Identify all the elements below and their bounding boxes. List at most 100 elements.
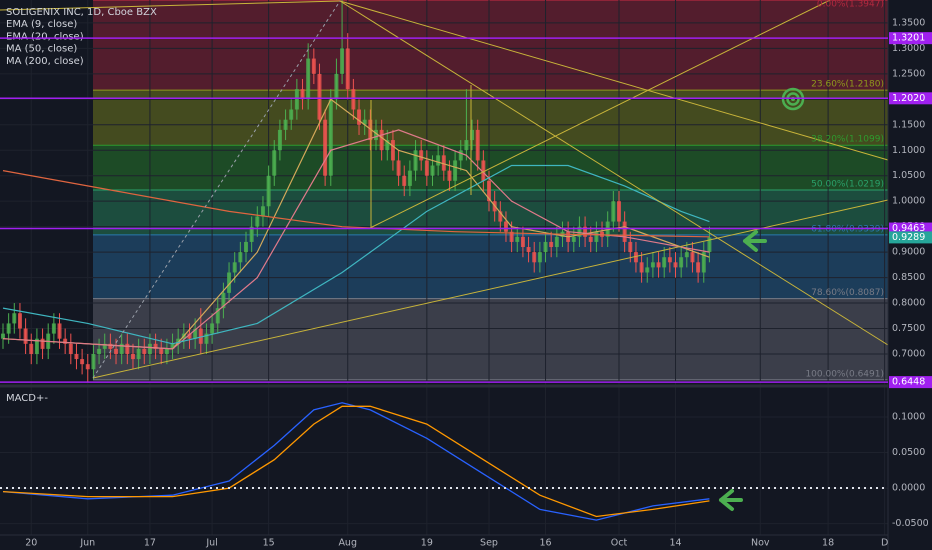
candle-body [447,170,452,181]
price-label: 0.9463 [892,223,925,234]
moving-average [2,164,710,345]
candle-body [351,89,356,110]
candle-body [475,129,480,161]
x-tick-label: 15 [263,538,275,549]
macd-line [2,405,710,518]
candle-body [97,348,102,354]
candle-body [368,119,373,141]
price-label-box [889,92,932,105]
moving-average [2,170,710,238]
candle-body [334,73,339,100]
candle-body [51,323,56,334]
candle-body [515,236,520,242]
y-tick-label: 1.3500 [892,17,925,28]
candle-body [17,313,22,329]
candle-body [6,323,11,334]
trend-line [0,0,341,11]
x-tick-label: Jul [205,538,217,549]
fib-label: 78.60%(0.8087) [811,288,884,298]
candle-body [701,252,706,273]
candle-body [662,257,667,268]
candle-body [345,48,350,90]
candle-body [498,211,503,222]
candle-body [63,338,68,344]
price-label: 1.3201 [892,33,925,44]
macd-title: MACD+- [6,393,48,404]
candle-body [114,348,119,354]
candle-body [481,160,486,181]
price-label-box [889,376,932,389]
y-tick-label: 1.2500 [892,68,925,79]
candle-body [571,236,576,242]
candle-body [255,216,260,227]
candle-body [577,226,582,237]
fib-band [93,298,888,380]
x-tick-label: 17 [144,538,156,549]
candle-body [266,175,271,207]
arrow [743,230,767,252]
candle-body [673,262,678,268]
candle-body [453,160,458,181]
candle-body [679,257,684,268]
candle-body [142,348,147,354]
candle-body [244,241,248,253]
candle-body [23,328,28,344]
candle-body [170,343,175,349]
chart-title: SOLIGENIX INC, 1D, Cboe BZX [6,7,157,18]
x-tick-label: 20 [25,538,37,549]
fib-label: 0.00%(1.3947) [817,0,884,10]
fib-label: 50.00%(1.0219) [811,180,884,190]
candle-body [210,323,215,334]
x-tick-label: Sep [480,538,498,549]
candle-body [159,348,164,354]
candle-body [379,129,384,151]
candle-body [272,150,277,176]
candle-body [260,206,265,217]
x-tick-label: 18 [822,538,834,549]
candle-body [684,252,689,258]
y-tick-label: 0.7000 [892,348,925,359]
fib-label: 23.60%(1.2180) [811,80,884,90]
y-tick-label: 0.7500 [892,323,925,334]
y-tick-label: 0.9000 [892,247,925,258]
axis: 0.70000.75000.80000.85000.90000.95001.00… [25,17,932,549]
candle-body [227,272,232,293]
candle-body [362,119,367,125]
y-tick-label: 0.0500 [892,447,925,458]
marks [1,0,712,521]
candle-body [436,155,441,166]
candle-body [102,343,107,349]
y-tick-label: 0.1000 [892,412,925,423]
candle-body [311,58,316,74]
x-tick-label: D [881,538,888,549]
x-tick-label: Jun [79,538,95,549]
candle-body [317,73,322,120]
fib-label: 100.00%(0.6491) [805,369,884,379]
candle-body [650,262,655,268]
candle-body [294,89,299,110]
candle-body [130,353,135,360]
legend-entry: MA (200, close) [6,56,84,67]
candle-body [119,343,124,354]
candle-body [277,129,282,151]
candle-body [289,109,294,120]
candle-body [187,333,192,339]
candle-body [385,140,390,151]
y-tick-label: 0.0000 [892,483,925,494]
x-tick-label: Aug [338,538,357,549]
candle-body [617,201,621,222]
candle-body [407,170,412,186]
candle-body [74,353,79,360]
candle-body [147,343,152,354]
candle-body [458,150,463,161]
candle-body [424,160,429,176]
candle-body [80,359,85,365]
candle-body [537,252,542,263]
candle-body [413,150,418,171]
candle-body [340,48,345,74]
candle-body [238,252,243,263]
candle-body [323,119,328,176]
candle-body [441,155,446,171]
